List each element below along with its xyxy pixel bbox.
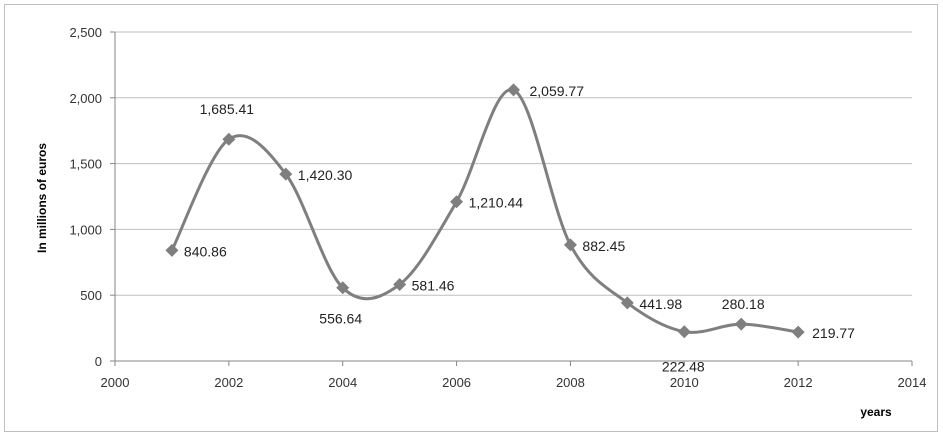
y-tick-label: 1,500 [69,157,102,172]
data-label: 840.86 [184,243,227,259]
data-labels: 840.86 1,685.41 1,420.30 556.64 581.46 1,210.… [184,83,855,375]
data-point-marker [563,238,577,252]
data-label: 219.77 [812,325,855,341]
y-tick-label: 2,500 [69,25,102,40]
data-label: 1,685.41 [200,101,255,117]
x-axis-title: years [860,405,892,419]
data-label: 556.64 [319,311,362,327]
axes [110,31,913,366]
x-tick-label: 2000 [101,375,130,390]
data-label: 581.46 [412,277,455,293]
data-point-marker [336,281,350,295]
tick-labels: 0 500 1,000 1,500 2,000 2,500 2000 2002 2004 2006… [69,25,926,390]
data-point-marker [450,195,464,209]
x-tick-label: 2014 [898,375,927,390]
data-point-marker [507,83,520,97]
data-point-marker [734,317,748,331]
data-point-marker [222,132,236,146]
x-tick-label: 2010 [670,375,699,390]
y-tick-label: 0 [95,354,102,369]
data-label: 280.18 [722,296,765,312]
gridlines [115,31,912,296]
x-tick-label: 2004 [328,375,357,390]
data-label: 1,210.44 [469,195,524,211]
data-label: 882.45 [582,238,625,254]
x-tick-label: 2012 [784,375,813,390]
data-point-marker [279,167,293,181]
y-tick-label: 500 [80,288,102,303]
x-tick-label: 2002 [214,375,243,390]
y-tick-label: 2,000 [69,91,102,106]
chart-frame [4,4,938,432]
data-label: 441.98 [639,296,682,312]
x-tick-label: 2006 [442,375,471,390]
series-group [165,83,805,339]
data-label: 222.48 [662,359,705,375]
data-label: 2,059.77 [530,83,585,99]
data-point-marker [620,296,634,310]
y-tick-label: 1,000 [69,222,102,237]
data-point-marker [393,277,407,291]
data-point-marker [677,325,691,339]
x-tick-label: 2008 [556,375,585,390]
data-label: 1,420.30 [298,167,353,183]
data-point-marker [791,325,805,339]
series-line [170,88,799,334]
y-axis-title: In millions of euros [35,143,49,253]
data-point-marker [165,243,179,257]
